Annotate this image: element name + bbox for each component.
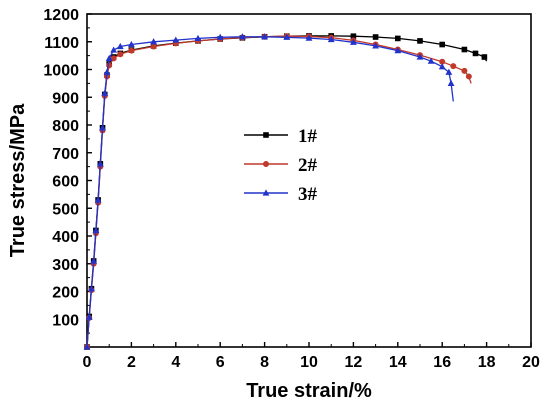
series-3-point bbox=[99, 124, 106, 131]
y-tick-label: 200 bbox=[52, 285, 79, 302]
series-3-point bbox=[85, 313, 93, 320]
series-2-line bbox=[86, 35, 472, 348]
y-tick-label: 500 bbox=[52, 201, 79, 218]
y-axis-title: True stress/MPa bbox=[7, 103, 29, 257]
y-tick-label: 600 bbox=[52, 174, 79, 191]
series-3-point bbox=[261, 33, 268, 40]
series-3-point bbox=[372, 42, 379, 49]
series-2-point bbox=[106, 62, 113, 69]
series-2-point bbox=[439, 58, 446, 65]
series-3-point bbox=[88, 285, 95, 292]
series-2-point bbox=[465, 73, 472, 80]
series-3-point bbox=[101, 89, 109, 96]
series-2-point bbox=[128, 47, 135, 54]
series-3-point bbox=[350, 38, 357, 45]
series-1-line bbox=[86, 35, 488, 348]
y-tick-label: 400 bbox=[52, 229, 79, 246]
series-3-point bbox=[92, 226, 100, 234]
y-tick-label: 300 bbox=[52, 257, 79, 274]
series-3-line bbox=[86, 36, 454, 348]
series-2-point bbox=[110, 55, 117, 62]
y-tick-label: 100 bbox=[52, 312, 79, 329]
series-1-point bbox=[461, 46, 468, 53]
series-3-point bbox=[128, 40, 135, 48]
y-tick-label: 1100 bbox=[44, 35, 79, 52]
x-tick-label: 16 bbox=[433, 354, 451, 371]
legend-swatch-marker bbox=[262, 189, 270, 196]
series-3-point bbox=[90, 257, 98, 264]
series-2-point bbox=[461, 67, 468, 74]
series-3-point bbox=[394, 47, 402, 54]
series-2-point bbox=[150, 43, 157, 50]
series-layer bbox=[83, 33, 488, 350]
x-tick-label: 14 bbox=[389, 354, 407, 371]
legend-item-3: 3# bbox=[244, 184, 318, 205]
x-tick-label: 4 bbox=[171, 354, 180, 371]
legend-item-1: 1# bbox=[244, 126, 318, 147]
series-3-point bbox=[172, 36, 180, 43]
y-tick-label: 1200 bbox=[43, 7, 79, 24]
series-1-point bbox=[372, 34, 379, 40]
series-3-point bbox=[194, 34, 202, 42]
x-tick-label: 6 bbox=[216, 354, 225, 371]
x-tick-label: 20 bbox=[522, 354, 540, 371]
series-3-point bbox=[103, 68, 111, 75]
series-3-point bbox=[447, 79, 455, 86]
x-axis-title: True strain/% bbox=[246, 380, 372, 402]
series-1 bbox=[84, 33, 488, 350]
series-3-point bbox=[327, 35, 335, 43]
legend-swatch-marker bbox=[263, 161, 269, 167]
y-axis-ticks: 100 200 300 400 500 600 700 800 900 1000 1100 1200 bbox=[43, 7, 92, 334]
series-1-point bbox=[439, 41, 445, 48]
x-tick-label: 12 bbox=[345, 354, 363, 371]
x-tick-label: 10 bbox=[300, 354, 318, 371]
series-3-point bbox=[94, 196, 102, 203]
series-3-point bbox=[150, 38, 157, 45]
x-tick-label: 8 bbox=[260, 354, 269, 371]
series-3-point bbox=[110, 46, 118, 53]
legend-label: 1# bbox=[298, 126, 318, 147]
series-2 bbox=[84, 33, 472, 350]
series-3-point bbox=[445, 68, 453, 75]
series-3-point bbox=[283, 33, 291, 40]
series-1-point bbox=[472, 50, 479, 57]
y-tick-label: 700 bbox=[52, 146, 79, 163]
series-3-point bbox=[438, 63, 446, 70]
legend-label: 3# bbox=[298, 184, 318, 205]
series-3 bbox=[83, 33, 455, 350]
legend-swatch-marker bbox=[263, 132, 269, 138]
y-tick-label: 900 bbox=[52, 90, 79, 107]
x-tick-label: 0 bbox=[83, 354, 92, 371]
series-3-point bbox=[305, 34, 313, 41]
x-tick-label: 2 bbox=[127, 354, 136, 371]
y-tick-label: 800 bbox=[52, 118, 79, 135]
y-tick-label: 1000 bbox=[43, 63, 79, 80]
series-3-point bbox=[105, 54, 113, 61]
series-2-point bbox=[450, 63, 457, 70]
plot-frame bbox=[86, 13, 532, 348]
series-3-point bbox=[83, 343, 91, 350]
plot-border bbox=[86, 13, 532, 348]
series-2-point bbox=[117, 51, 124, 58]
series-1-point bbox=[481, 54, 488, 60]
series-3-point bbox=[416, 53, 424, 60]
series-3-point bbox=[239, 33, 246, 40]
series-3-point bbox=[216, 33, 224, 40]
legend-label: 2# bbox=[298, 155, 318, 176]
series-1-point bbox=[350, 33, 357, 39]
x-axis-ticks: 0 2 4 6 8 10 12 14 16 18 20 bbox=[83, 342, 540, 371]
series-1-point bbox=[395, 35, 401, 42]
series-3-point bbox=[116, 42, 124, 50]
series-3-point bbox=[427, 57, 435, 64]
series-1-point bbox=[417, 38, 423, 44]
series-3-point bbox=[96, 160, 104, 167]
x-tick-label: 18 bbox=[478, 354, 496, 371]
legend: 1# 2# 3# bbox=[244, 126, 318, 205]
legend-item-2: 2# bbox=[244, 155, 318, 176]
